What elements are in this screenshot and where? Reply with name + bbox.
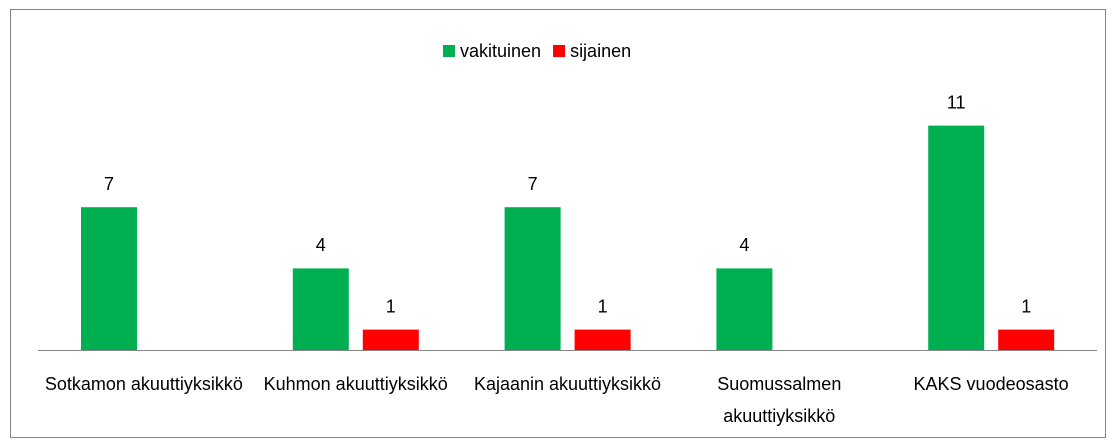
legend-swatch xyxy=(553,45,566,57)
bar xyxy=(928,125,985,350)
value-label: 11 xyxy=(947,92,966,112)
value-label: 1 xyxy=(1021,296,1031,316)
bar xyxy=(362,329,419,350)
x-tick-label: Suomussalmen akuuttiyksikkö xyxy=(717,374,842,426)
legend-swatch xyxy=(443,45,455,57)
bar xyxy=(998,329,1055,350)
value-label: 4 xyxy=(739,235,749,255)
legend-label: vakituinen xyxy=(460,41,541,61)
x-tick-label: KAKS vuodeosasto xyxy=(913,374,1069,394)
x-tick-label: Kajaanin akuuttiyksikkö xyxy=(473,374,662,394)
bar xyxy=(81,207,137,350)
bar xyxy=(716,268,773,350)
bar xyxy=(292,268,349,350)
value-label: 7 xyxy=(104,174,114,194)
bar xyxy=(504,207,561,350)
value-label: 4 xyxy=(316,235,326,255)
x-tick-label: Kuhmon akuuttiyksikkö xyxy=(263,374,448,394)
value-label: 7 xyxy=(528,174,538,194)
value-label: 1 xyxy=(386,296,396,316)
legend-label: sijainen xyxy=(570,41,631,61)
bar xyxy=(574,329,631,350)
value-label: 1 xyxy=(598,296,608,316)
x-tick-label: Sotkamon akuuttiyksikkö xyxy=(44,374,243,394)
